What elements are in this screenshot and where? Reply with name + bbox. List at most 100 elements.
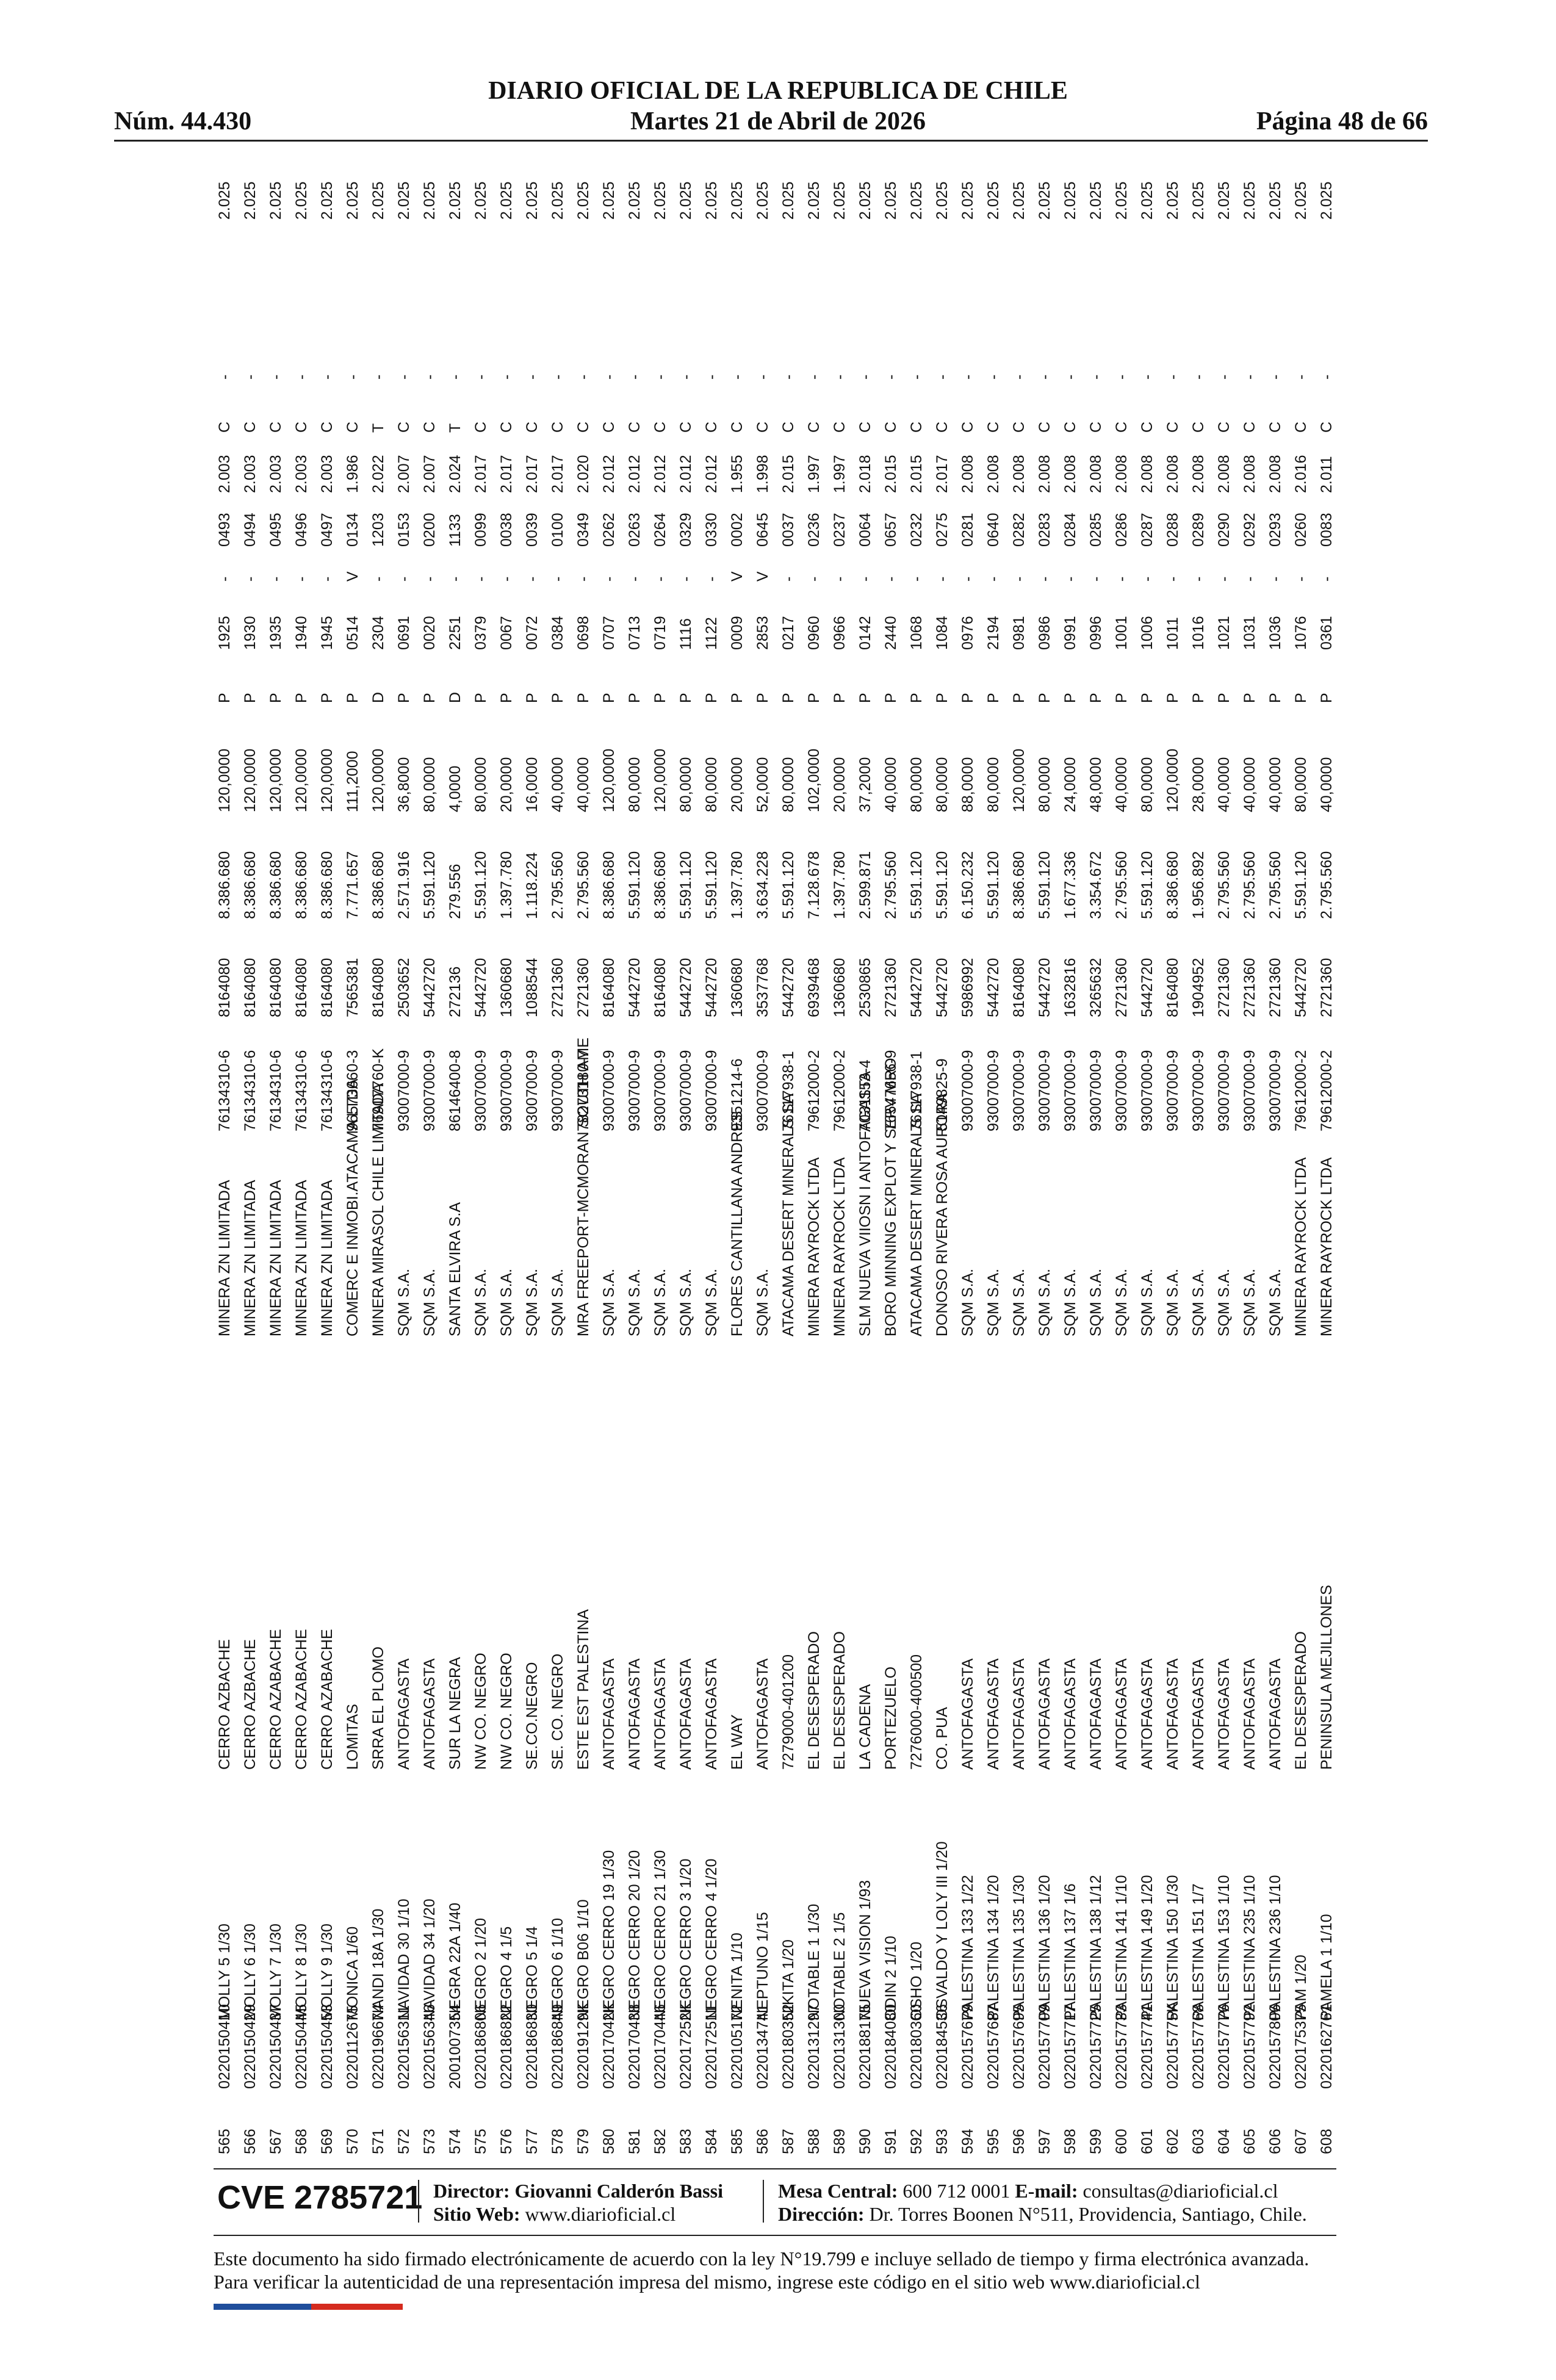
table-cell: NEGRO 2 1/20 [472, 1917, 489, 2021]
table-cell: 2.795.560 [1318, 851, 1335, 919]
table-cell: 0996 [1087, 616, 1104, 650]
table-cell: 606 [1267, 2129, 1284, 2154]
table-cell: 1006 [1139, 616, 1156, 650]
table-cell: C [908, 421, 925, 433]
table-cell: SQM S.A. [524, 1268, 541, 1336]
table-cell: 2.025 [857, 181, 874, 220]
director-name: Giovanni Calderón Bassi [514, 2180, 723, 2202]
table-cell: P [1113, 693, 1130, 703]
table-cell: 2.022 [370, 455, 387, 493]
table-cell: MOLLY 8 1/30 [293, 1924, 310, 2021]
table-cell: CERRO AZBACHE [216, 1639, 233, 1770]
table-cell: 2.025 [242, 181, 259, 220]
table-cell: NEPTUNO 1/15 [754, 1912, 771, 2021]
table-cell: ANTOFAGASTA [1216, 1658, 1233, 1770]
table-cell: 96573660-3 [344, 1050, 361, 1131]
table-cell: SQM S.A. [395, 1268, 412, 1336]
table-cell: - [447, 374, 464, 380]
table-cell: - [934, 576, 951, 582]
table-cell: 592 [908, 2129, 925, 2154]
table-cell: 1.997 [805, 455, 823, 493]
table-cell: C [267, 421, 284, 433]
table-cell: 2.017 [934, 455, 951, 493]
table-cell: V [344, 571, 361, 582]
table-cell: SQM S.A. [1216, 1268, 1233, 1336]
table-cell: 7.128.678 [805, 851, 823, 919]
table-row: 575 0220186806 NEGRO 2 1/20 NW CO. NEGRO SQM… [469, 177, 494, 2154]
table-cell: 2.795.560 [1267, 851, 1284, 919]
table-cell: 2.025 [1241, 181, 1258, 220]
address: Dirección: Dr. Torres Boonen N°511, Prov… [778, 2203, 1307, 2226]
table-cell: NEGRO 5 1/4 [524, 1926, 541, 2021]
table-cell: 6.150.232 [959, 851, 976, 919]
table-cell: C [1139, 421, 1156, 433]
table-cell: 93007000-9 [1241, 1050, 1258, 1131]
table-row: 587 0220180352 NIKITA 1/20 7279000-401200 AT… [776, 177, 802, 2154]
issue-date: Martes 21 de Abril de 2026 [630, 107, 926, 135]
table-cell: 0976 [959, 616, 976, 650]
table-cell: C [780, 421, 797, 433]
table-cell: C [498, 421, 515, 433]
table-cell: - [344, 374, 361, 380]
table-cell: - [908, 576, 925, 582]
table-cell: C [934, 421, 951, 433]
table-cell: - [549, 576, 566, 582]
table-cell: - [1113, 576, 1130, 582]
table-cell: 1036 [1267, 616, 1284, 650]
table-cell: C [421, 421, 438, 433]
table-row: 574 2001007354 NEGRA 22A 1/40 SUR LA NEGRA S… [443, 177, 469, 2154]
table-cell: - [293, 576, 310, 582]
table-cell: - [831, 576, 848, 582]
table-row: 569 0220150453 MOLLY 9 1/30 CERRO AZABACHE M… [315, 177, 340, 2154]
table-cell: 1088544 [524, 957, 541, 1017]
table-cell: P [652, 693, 669, 703]
table-cell: 102,0000 [805, 748, 823, 812]
table-cell: SQM S.A. [677, 1268, 694, 1336]
table-cell: - [1164, 374, 1181, 380]
table-cell: - [267, 374, 284, 380]
table-cell: PALESTINA 135 1/30 [1010, 1875, 1028, 2021]
table-cell: 80,0000 [626, 757, 643, 812]
table-cell: C [831, 421, 848, 433]
table-cell: C [524, 421, 541, 433]
table-cell: 8164080 [267, 957, 284, 1017]
table-cell: 5.591.120 [908, 851, 925, 919]
table-cell: - [1113, 374, 1130, 380]
table-cell: ANTOFAGASTA [421, 1658, 438, 1770]
table-cell: - [319, 374, 336, 380]
table-cell: 8164080 [216, 957, 233, 1017]
table-cell: 40,0000 [1267, 757, 1284, 812]
table-cell: 0496 [293, 513, 310, 547]
table-cell: - [677, 576, 694, 582]
table-cell: 8.386.680 [1010, 851, 1028, 919]
table-cell: 120,0000 [652, 748, 669, 812]
table-cell: 7.771.657 [344, 851, 361, 919]
table-cell: 576 [498, 2129, 515, 2154]
table-cell: P [729, 693, 746, 703]
table-cell: 580 [600, 2129, 618, 2154]
table-cell: 2.025 [600, 181, 618, 220]
table-cell: 5.591.120 [472, 851, 489, 919]
table-cell: - [319, 576, 336, 582]
table-cell: 0153 [395, 513, 412, 547]
table-cell: 0232 [908, 513, 925, 547]
table-cell: P [1267, 693, 1284, 703]
table-row: 567 0220150437 MOLLY 7 1/30 CERRO AZABACHE M… [264, 177, 289, 2154]
table-cell: 0640 [985, 513, 1002, 547]
table-cell: 2.003 [293, 455, 310, 493]
table-cell: 0497 [319, 513, 336, 547]
table-cell: MOLLY 6 1/30 [242, 1924, 259, 2021]
table-cell: 2.025 [370, 181, 387, 220]
table-cell: MOLLY 5 1/30 [216, 1924, 233, 2021]
table-row: 597 0220157709 PALESTINA 136 1/20 ANTOFAGAS… [1032, 177, 1058, 2154]
table-cell: 2721360 [575, 957, 592, 1017]
table-cell: 2.795.560 [1113, 851, 1130, 919]
table-cell: 120,0000 [267, 748, 284, 812]
table-cell: 1031 [1241, 616, 1258, 650]
table-cell: P [421, 693, 438, 703]
table-cell: 120,0000 [370, 748, 387, 812]
table-cell: - [1036, 576, 1053, 582]
table-cell: C [703, 421, 720, 433]
table-cell: SQM S.A. [652, 1268, 669, 1336]
